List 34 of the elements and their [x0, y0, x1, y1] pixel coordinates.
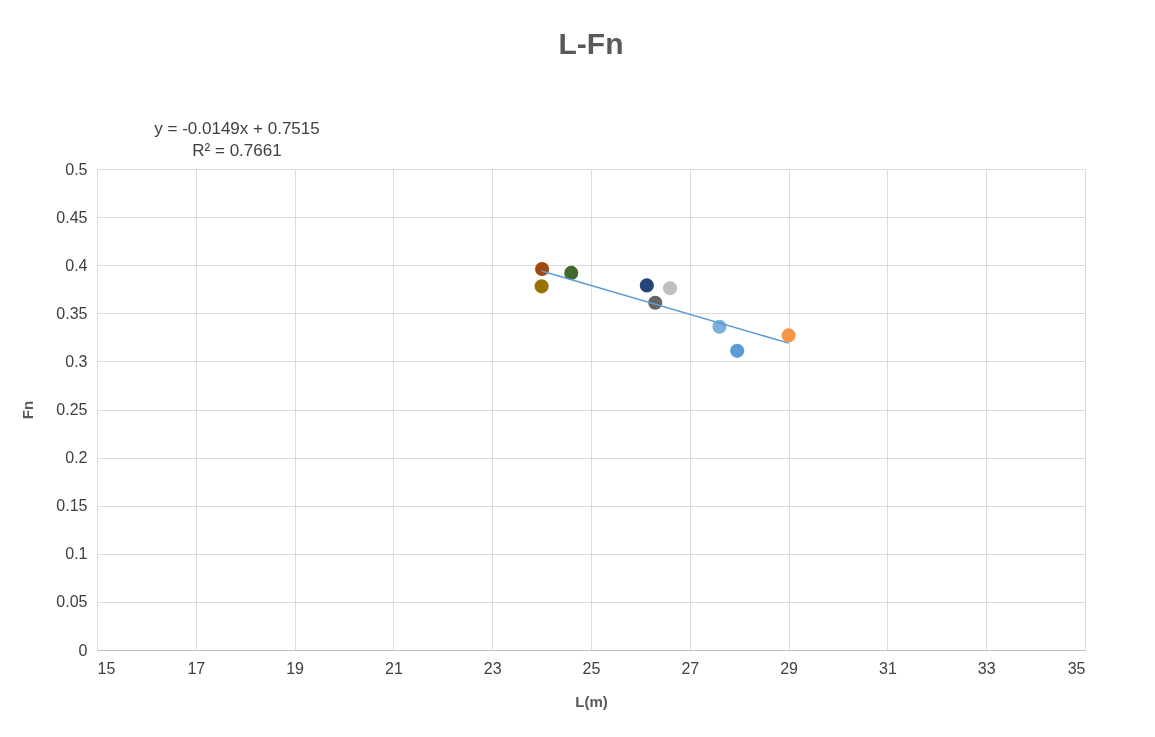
x-tick-label: 33: [977, 659, 996, 677]
y-tick-label: 0.3: [65, 352, 88, 370]
point: [564, 265, 579, 280]
y-tick-label: 0.5: [65, 160, 88, 178]
point: [781, 328, 796, 343]
x-tick-label: 25: [582, 659, 601, 677]
x-tick-label: 27: [681, 659, 700, 677]
x-tick-label: 17: [187, 659, 206, 677]
y-tick-label: 0.4: [65, 256, 88, 274]
y-tick-label: 0.45: [56, 208, 88, 226]
x-tick-label: 35: [1067, 659, 1086, 677]
x-tick-label: 29: [780, 659, 799, 677]
y-tick-label: 0.2: [65, 449, 88, 467]
y-axis-title: Fn: [19, 400, 37, 420]
text: R² = 0.7661: [192, 141, 282, 160]
point: [534, 279, 549, 294]
chart-title: L-Fn: [558, 27, 624, 60]
point: [535, 261, 550, 277]
point: [662, 281, 678, 296]
x-tick-label: 15: [97, 659, 116, 677]
point: [639, 278, 654, 293]
x-tick-label: 31: [879, 659, 897, 677]
y-tick-label: 0.35: [56, 304, 88, 322]
x-axis-title: L(m): [575, 692, 608, 710]
y-tick-label: 0.1: [65, 545, 88, 563]
y-tick-label: 0.05: [56, 593, 88, 611]
text: y = -0.0149x + 0.7515: [154, 119, 320, 138]
point: [730, 343, 745, 358]
x-tick-label: 23: [483, 659, 502, 677]
x-tick-label: 19: [286, 659, 305, 677]
y-tick-label: 0.15: [56, 497, 88, 515]
y-tick-label: 0: [78, 641, 88, 659]
x-tick-label: 21: [385, 659, 403, 677]
y-tick-label: 0.25: [56, 401, 88, 418]
